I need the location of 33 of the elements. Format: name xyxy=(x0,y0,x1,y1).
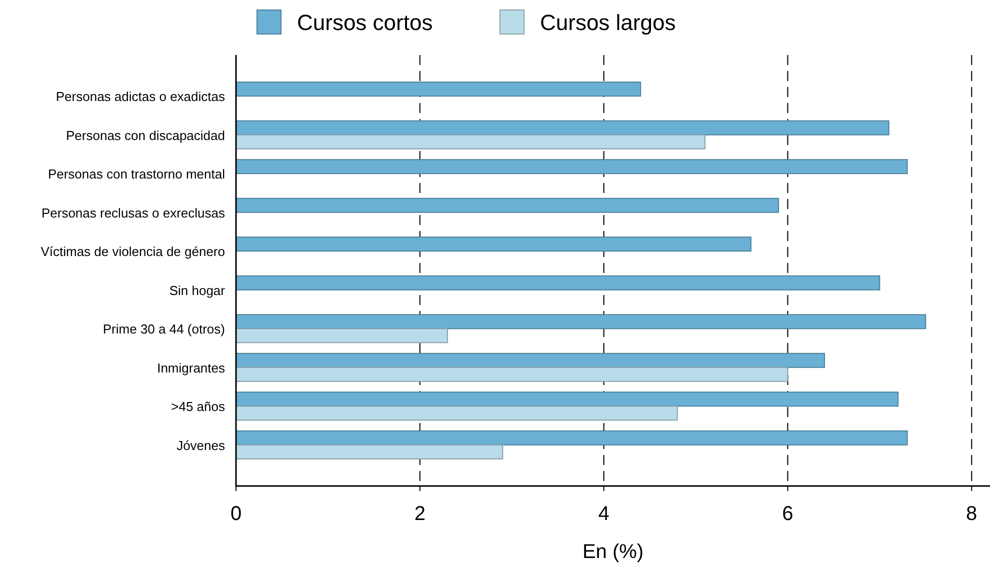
bar xyxy=(236,430,908,446)
legend-label: Cursos largos xyxy=(540,10,676,35)
bar xyxy=(236,159,908,174)
bar xyxy=(236,444,504,460)
bar xyxy=(236,275,880,290)
bar xyxy=(236,120,890,136)
bar xyxy=(236,352,825,368)
y-tick-label: Prime 30 a 44 (otros) xyxy=(102,322,225,337)
y-tick-label: Personas con discapacidad xyxy=(66,128,225,143)
y-tick-label: Jóvenes xyxy=(176,438,226,453)
x-tick-label: 4 xyxy=(598,503,610,525)
y-tick-label: >45 años xyxy=(171,399,226,414)
y-tick-label: Inmigrantes xyxy=(157,360,226,376)
bar xyxy=(236,392,899,407)
x-tick-label: 2 xyxy=(414,503,426,525)
y-tick-label: Personas reclusas o exreclusas xyxy=(41,205,226,220)
bar xyxy=(236,366,788,382)
bar xyxy=(236,406,678,421)
x-tick-label: 8 xyxy=(966,503,978,525)
x-tick-label: 6 xyxy=(782,503,794,525)
bar xyxy=(236,328,448,344)
bar xyxy=(236,134,706,150)
y-tick-label: Víctimas de violencia de género xyxy=(40,244,225,260)
bar xyxy=(236,314,926,330)
y-tick-label: Personas con trastorno mental xyxy=(48,166,226,182)
y-tick-label: Sin hogar xyxy=(169,282,226,298)
bar xyxy=(236,236,752,252)
x-tick-label: 0 xyxy=(230,503,242,525)
x-axis-title: En (%) xyxy=(582,541,644,563)
legend-label: Cursos cortos xyxy=(297,10,433,35)
y-tick-label: Personas adictas o exadictas xyxy=(56,89,226,104)
bar xyxy=(236,198,780,213)
bar xyxy=(236,82,642,97)
